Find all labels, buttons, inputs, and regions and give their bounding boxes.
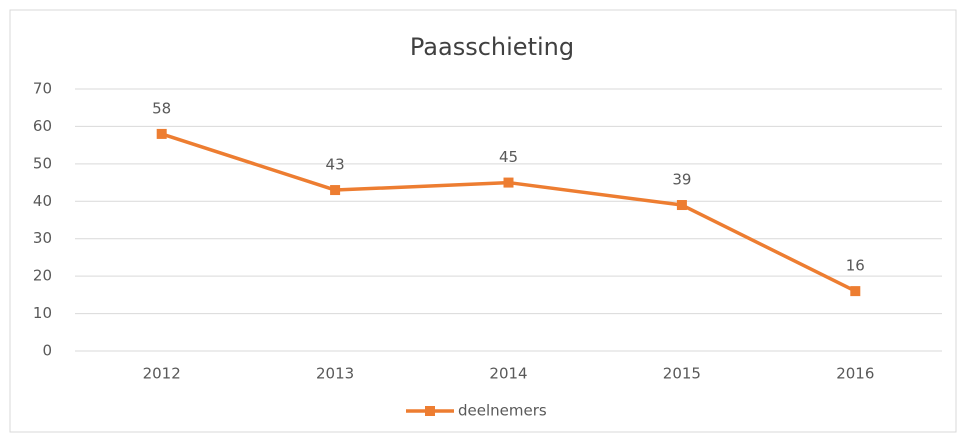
data-label: 58: [152, 99, 171, 117]
x-tick-label: 2014: [489, 365, 527, 383]
legend-label: deelnemers: [458, 402, 547, 420]
marker: [676, 200, 687, 211]
legend-marker: [425, 406, 435, 416]
y-tick-label: 0: [42, 342, 52, 360]
data-label: 39: [672, 171, 691, 189]
data-label: 16: [846, 257, 865, 275]
marker: [156, 128, 167, 139]
marker: [503, 177, 514, 188]
y-tick-label: 20: [33, 267, 52, 285]
y-tick-label: 30: [33, 229, 52, 247]
chart-border: [9, 9, 957, 433]
data-label: 43: [326, 156, 345, 174]
data-label: 45: [499, 148, 518, 166]
y-tick-label: 50: [33, 154, 52, 172]
x-tick-label: 2012: [143, 365, 181, 383]
y-tick-label: 70: [33, 80, 52, 98]
x-tick-label: 2016: [836, 365, 874, 383]
y-tick-label: 40: [33, 192, 52, 210]
y-tick-label: 60: [33, 117, 52, 135]
marker: [330, 185, 341, 196]
x-tick-label: 2013: [316, 365, 354, 383]
chart-title: Paasschieting: [410, 33, 574, 61]
x-tick-label: 2015: [663, 365, 701, 383]
y-tick-label: 10: [33, 304, 52, 322]
marker: [850, 286, 861, 297]
